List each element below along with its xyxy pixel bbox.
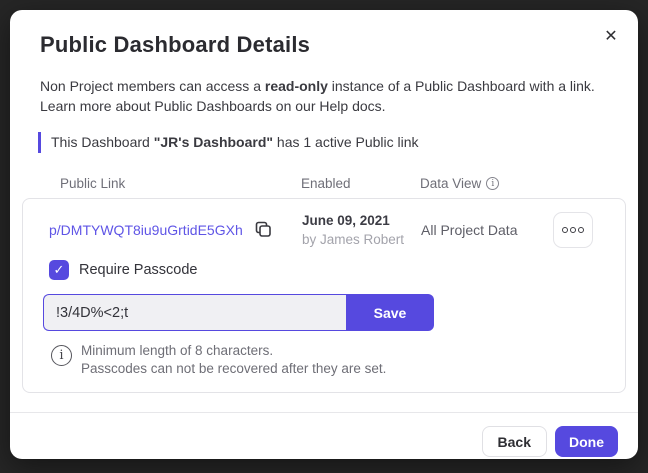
banner-after-bold: has 1 active Public link	[273, 134, 419, 150]
hint-text: Minimum length of 8 characters. Passcode…	[81, 342, 501, 378]
intro-line-1: Non Project members can access a read-on…	[40, 76, 615, 96]
intro-line-2: Learn more about Public Dashboards on ou…	[40, 98, 386, 114]
ellipsis-icon	[562, 227, 568, 233]
done-button[interactable]: Done	[555, 426, 618, 457]
data-view-info-icon[interactable]: i	[486, 177, 500, 190]
page-title: Public Dashboard Details	[40, 32, 311, 57]
ellipsis-icon	[578, 227, 584, 233]
require-passcode-checkbox[interactable]: ✓	[49, 260, 69, 280]
intro-after-bold: instance of a Public Dashboard with a li…	[327, 78, 595, 94]
intro-text: Non Project members can access a read-on…	[40, 76, 615, 116]
hint-line-2: Passcodes can not be recovered after the…	[81, 361, 387, 376]
banner-dashboard-name: "JR's Dashboard"	[153, 134, 274, 150]
column-header-enabled: Enabled	[301, 176, 351, 191]
save-button[interactable]: Save	[346, 294, 434, 331]
table-header-row: Public Link Enabled Data View i	[10, 176, 638, 192]
column-header-public-link: Public Link	[60, 176, 126, 191]
intro-before-bold: Non Project members can access a	[40, 78, 265, 94]
footer-actions: Back Done	[481, 426, 618, 457]
more-options-button[interactable]	[553, 212, 593, 248]
close-icon[interactable]: ✕	[598, 24, 624, 50]
copy-icon[interactable]	[254, 220, 272, 238]
passcode-input[interactable]	[43, 294, 346, 331]
column-header-data-view: Data View i	[420, 176, 500, 191]
banner-before-bold: This Dashboard	[51, 134, 154, 150]
back-button[interactable]: Back	[481, 426, 547, 457]
intro-bold: read-only	[264, 78, 328, 94]
active-link-banner: This Dashboard "JR's Dashboard" has 1 ac…	[38, 132, 598, 153]
enabled-by: by James Robert	[302, 232, 405, 247]
info-icon: i	[51, 345, 72, 366]
ellipsis-icon	[570, 227, 576, 233]
require-passcode-label: Require Passcode	[79, 262, 198, 278]
require-passcode-row: ✓ Require Passcode	[49, 260, 198, 280]
public-link-card: p/DMTYWQT8iu9uGrtidE5GXh June 09, 2021 b…	[22, 198, 626, 393]
hint-line-1: Minimum length of 8 characters.	[81, 343, 274, 358]
enabled-date: June 09, 2021	[302, 213, 390, 228]
data-view-label: Data View	[420, 176, 482, 191]
passcode-input-group: Save	[43, 294, 434, 331]
passcode-hint: i Minimum length of 8 characters. Passco…	[51, 342, 501, 378]
data-view-value: All Project Data	[421, 222, 518, 238]
public-dashboard-details-modal: ✕ Public Dashboard Details Non Project m…	[10, 10, 638, 459]
footer-divider	[10, 412, 638, 413]
public-link-url[interactable]: p/DMTYWQT8iu9uGrtidE5GXh	[49, 222, 243, 238]
